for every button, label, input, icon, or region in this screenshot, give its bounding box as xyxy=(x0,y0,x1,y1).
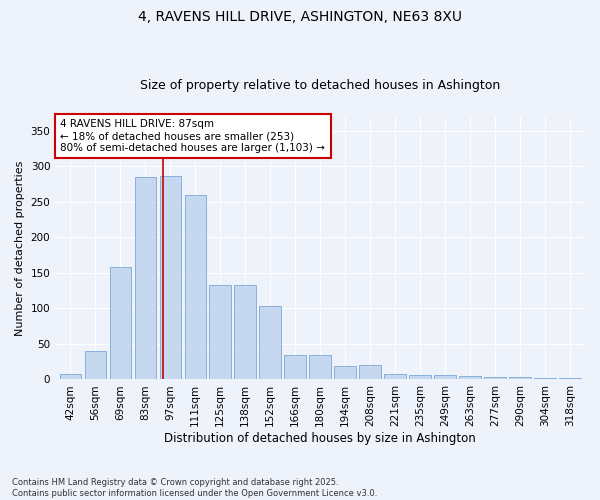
Bar xyxy=(235,285,256,380)
Bar xyxy=(310,356,331,380)
Bar xyxy=(209,285,231,380)
Bar xyxy=(110,266,131,380)
Text: Contains HM Land Registry data © Crown copyright and database right 2025.
Contai: Contains HM Land Registry data © Crown c… xyxy=(12,478,377,498)
Bar xyxy=(284,356,306,380)
Text: 4 RAVENS HILL DRIVE: 87sqm
← 18% of detached houses are smaller (253)
80% of sem: 4 RAVENS HILL DRIVE: 87sqm ← 18% of deta… xyxy=(61,120,325,152)
Title: Size of property relative to detached houses in Ashington: Size of property relative to detached ho… xyxy=(140,79,500,92)
Bar xyxy=(535,378,556,380)
Bar xyxy=(259,306,281,380)
Bar xyxy=(434,375,455,380)
Bar xyxy=(59,374,81,380)
Bar xyxy=(385,374,406,380)
Bar xyxy=(134,177,156,380)
Bar xyxy=(160,176,181,380)
Bar xyxy=(359,366,380,380)
Bar xyxy=(409,375,431,380)
Y-axis label: Number of detached properties: Number of detached properties xyxy=(15,160,25,336)
Bar xyxy=(559,378,581,380)
X-axis label: Distribution of detached houses by size in Ashington: Distribution of detached houses by size … xyxy=(164,432,476,445)
Bar xyxy=(334,366,356,380)
Bar xyxy=(460,376,481,380)
Bar xyxy=(85,351,106,380)
Text: 4, RAVENS HILL DRIVE, ASHINGTON, NE63 8XU: 4, RAVENS HILL DRIVE, ASHINGTON, NE63 8X… xyxy=(138,10,462,24)
Bar xyxy=(509,378,530,380)
Bar xyxy=(185,195,206,380)
Bar xyxy=(484,376,506,380)
